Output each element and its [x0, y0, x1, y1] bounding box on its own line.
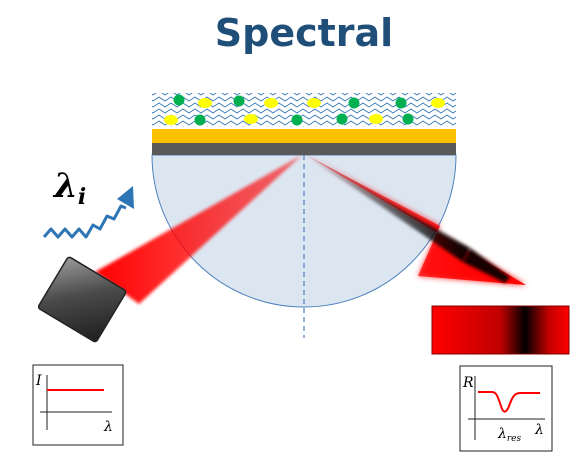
resonance-wavelength-label: λres: [497, 426, 522, 444]
green-particle: [395, 97, 407, 109]
page-title: Spectral: [215, 11, 393, 55]
yellow-particle: [369, 114, 383, 124]
output-spectrum-inset: R λ λres: [459, 365, 553, 452]
incident-wavelength-label: λi: [52, 166, 86, 210]
analyte-particles: [164, 94, 445, 126]
green-particle: [348, 97, 360, 109]
yellow-particle: [264, 98, 278, 108]
yellow-particle: [198, 98, 212, 108]
input-x-label: λ: [103, 419, 113, 435]
metal-layer: [152, 143, 456, 155]
green-particle: [336, 113, 348, 125]
yellow-particle: [431, 98, 445, 108]
input-y-label: I: [35, 373, 42, 389]
resonance-dark-band-end: [463, 248, 510, 283]
light-source: [37, 256, 127, 343]
green-particle: [291, 114, 303, 126]
green-particle: [194, 114, 206, 126]
yellow-particle: [164, 115, 178, 125]
resonance-dark-band: [306, 155, 470, 262]
incident-wave-arrow-icon: [42, 186, 134, 239]
resonance-dip-curve: [478, 391, 540, 413]
incident-beam: [95, 155, 302, 304]
gold-film: [152, 129, 456, 143]
input-spectrum-inset: I λ: [32, 364, 124, 446]
green-particle: [402, 113, 414, 125]
green-particle: [173, 94, 185, 106]
green-particle: [233, 95, 245, 107]
detector-strip: [431, 305, 570, 355]
yellow-particle: [307, 98, 321, 108]
output-y-label: R: [462, 375, 474, 391]
yellow-particle: [244, 114, 258, 124]
output-x-label: λ: [534, 422, 544, 438]
